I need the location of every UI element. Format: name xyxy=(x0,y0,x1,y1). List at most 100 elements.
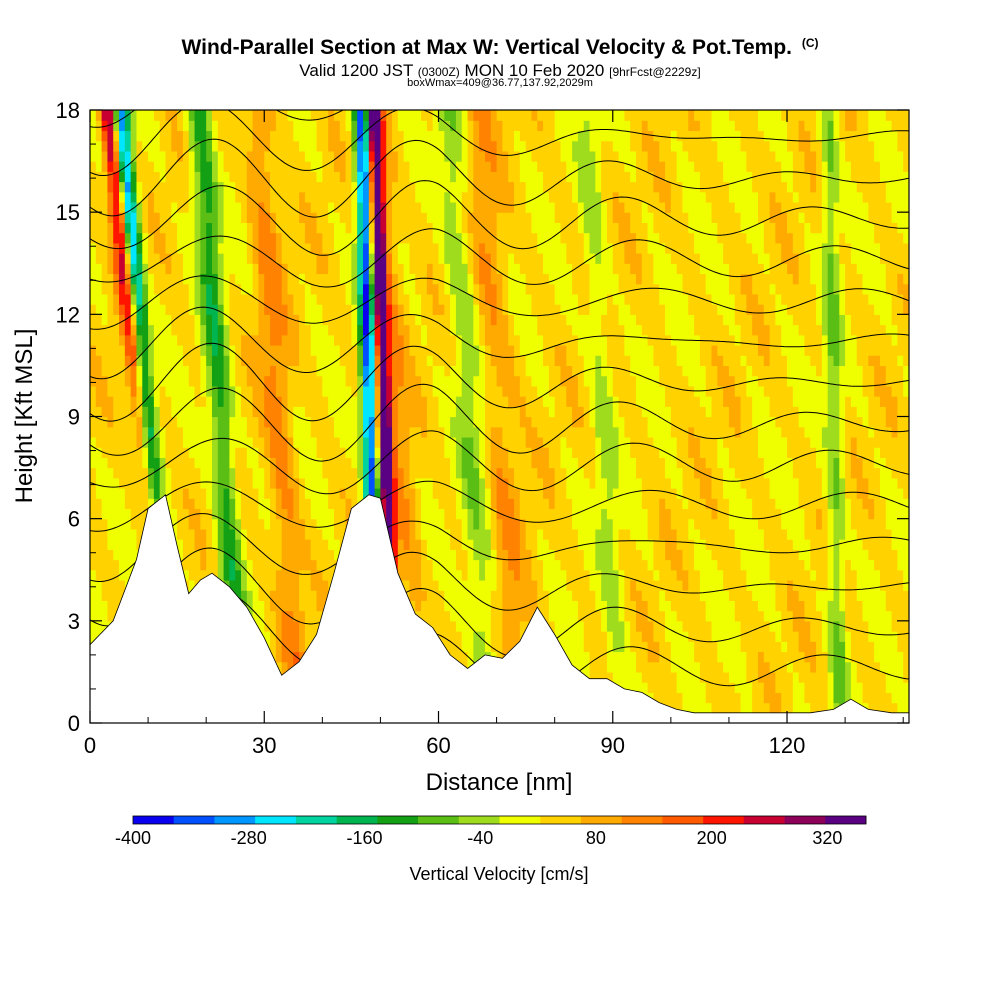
velocity-cell xyxy=(415,324,422,336)
velocity-cell xyxy=(490,375,498,387)
velocity-cell xyxy=(479,528,486,540)
velocity-cell xyxy=(438,355,445,367)
velocity-cell xyxy=(548,477,556,489)
velocity-cell xyxy=(223,375,231,387)
velocity-cell xyxy=(392,273,399,285)
velocity-cell xyxy=(235,110,242,121)
velocity-cell xyxy=(90,396,97,407)
velocity-cell xyxy=(281,304,289,315)
velocity-cell xyxy=(159,212,167,223)
velocity-cell xyxy=(322,528,329,540)
velocity-cell xyxy=(450,631,457,642)
velocity-cell xyxy=(444,222,451,234)
velocity-cell xyxy=(392,539,399,550)
velocity-cell xyxy=(299,324,306,336)
velocity-cell xyxy=(299,212,306,223)
velocity-cell xyxy=(235,161,242,172)
velocity-cell xyxy=(415,263,422,275)
velocity-cell xyxy=(293,610,300,622)
velocity-cell xyxy=(310,528,318,540)
velocity-cell xyxy=(119,201,126,213)
velocity-cell xyxy=(119,467,126,479)
velocity-cell xyxy=(188,191,196,203)
velocity-cell xyxy=(177,365,184,377)
velocity-cell xyxy=(467,161,474,172)
velocity-cell xyxy=(182,406,190,418)
velocity-cell xyxy=(200,569,207,581)
velocity-cell xyxy=(223,518,231,530)
velocity-cell xyxy=(438,191,445,203)
velocity-cell xyxy=(554,508,562,520)
velocity-cell xyxy=(421,110,428,121)
velocity-cell xyxy=(124,426,132,438)
velocity-cell xyxy=(211,559,219,571)
velocity-cell xyxy=(142,396,149,407)
velocity-cell xyxy=(281,253,289,264)
velocity-cell xyxy=(101,569,109,581)
velocity-cell xyxy=(519,181,527,193)
velocity-cell xyxy=(124,314,132,326)
velocity-cell xyxy=(357,191,364,203)
velocity-cell xyxy=(148,406,155,418)
velocity-cell xyxy=(95,222,103,234)
velocity-cell xyxy=(444,375,451,387)
velocity-cell xyxy=(484,631,492,642)
velocity-cell xyxy=(409,110,416,121)
velocity-cell xyxy=(258,222,265,234)
velocity-cell xyxy=(432,263,440,275)
velocity-cell xyxy=(101,293,109,305)
velocity-cell xyxy=(217,518,225,530)
velocity-cell xyxy=(95,549,103,561)
velocity-cell xyxy=(403,140,411,152)
velocity-cell xyxy=(264,508,271,520)
velocity-cell xyxy=(514,539,521,550)
velocity-cell xyxy=(566,467,573,479)
velocity-cell xyxy=(101,273,109,285)
velocity-cell xyxy=(484,293,492,305)
velocity-cell xyxy=(258,467,265,479)
velocity-cell xyxy=(258,171,265,183)
velocity-cell xyxy=(246,590,254,601)
velocity-cell xyxy=(177,508,184,520)
velocity-cell xyxy=(461,406,469,418)
velocity-cell xyxy=(543,426,550,438)
velocity-cell xyxy=(101,385,109,397)
velocity-cell xyxy=(148,447,155,458)
velocity-cell xyxy=(461,161,469,172)
velocity-cell xyxy=(450,140,457,152)
velocity-cell xyxy=(421,498,428,510)
velocity-cell xyxy=(525,120,533,132)
velocity-cell xyxy=(299,396,306,407)
velocity-cell xyxy=(426,242,434,254)
velocity-cell xyxy=(270,385,277,397)
velocity-cell xyxy=(95,559,103,571)
velocity-cell xyxy=(177,436,184,448)
velocity-cell xyxy=(304,590,312,601)
velocity-cell xyxy=(560,396,567,407)
velocity-cell xyxy=(392,416,399,428)
velocity-cell xyxy=(444,620,451,632)
velocity-cell xyxy=(148,488,155,499)
velocity-cell xyxy=(246,549,254,561)
velocity-cell xyxy=(264,120,271,132)
velocity-cell xyxy=(165,283,172,295)
velocity-cell xyxy=(484,610,492,622)
velocity-cell xyxy=(275,334,283,346)
velocity-cell xyxy=(357,171,364,183)
velocity-cell xyxy=(136,396,143,407)
velocity-cell xyxy=(484,304,492,315)
velocity-cell xyxy=(124,416,132,428)
velocity-cell xyxy=(467,579,474,591)
velocity-cell xyxy=(264,477,271,489)
velocity-cell xyxy=(514,559,521,571)
velocity-cell xyxy=(444,150,451,162)
velocity-cell xyxy=(235,539,242,550)
velocity-cell xyxy=(421,406,428,418)
velocity-cell xyxy=(421,569,428,581)
velocity-cell xyxy=(270,171,277,183)
velocity-cell xyxy=(281,436,289,448)
velocity-cell xyxy=(235,406,242,418)
velocity-cell xyxy=(548,120,556,132)
velocity-cell xyxy=(188,447,196,458)
velocity-cell xyxy=(90,631,97,642)
